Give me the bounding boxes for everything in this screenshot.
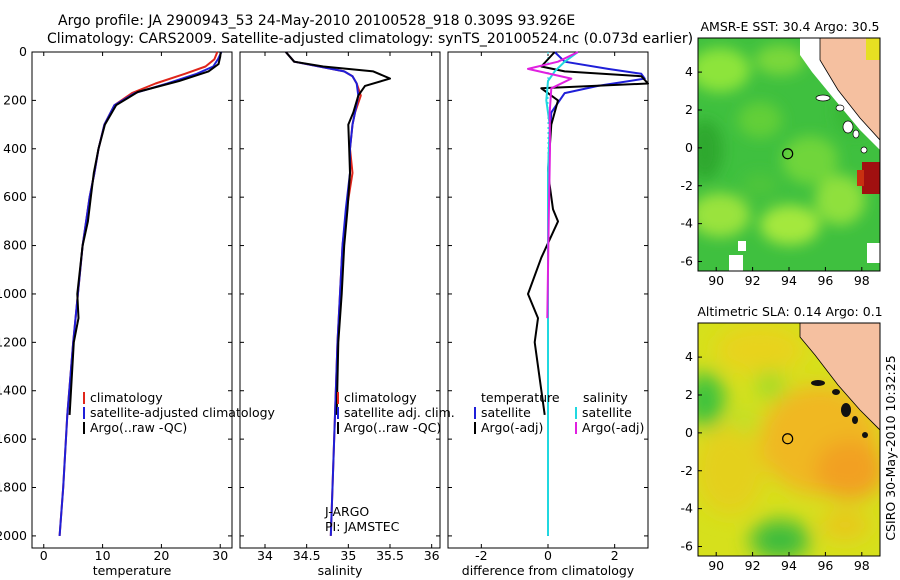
map-x-tick-label: 90 [708, 273, 724, 288]
salinity-profile-panel: 34 34.5 35 35.5 36 salinity [239, 51, 441, 578]
y-tick-label: 600 [3, 189, 27, 204]
map-x-tick-label: 92 [745, 273, 761, 288]
map-y-tick-label: -4 [681, 216, 694, 231]
sst-map-axes: 90 92 94 96 98 -6 -4 -2 0 2 4 [681, 64, 870, 288]
map-y-tick-label: -6 [681, 539, 694, 554]
legend-t-argo: Argo(-adj) [481, 420, 543, 435]
x-tick-label: 34 [257, 548, 273, 563]
map-y-tick-label: -6 [681, 254, 694, 269]
map-y-tick-label: 0 [685, 140, 693, 155]
map-y-tick-label: 2 [685, 102, 693, 117]
series-salinity-satellite [545, 51, 579, 536]
x-tick-label: 36 [424, 548, 440, 563]
map-x-tick-label: 90 [708, 558, 724, 573]
map-y-tick-label: -4 [681, 501, 694, 516]
series-salinity-argo-adj- [527, 51, 579, 319]
float-program-label: J-ARGO [324, 504, 369, 519]
sst-argo-position-marker [782, 148, 794, 160]
sst-map-title: AMSR-E SST: 30.4 Argo: 30.5 [700, 19, 879, 34]
temperature-profile-panel: 0 200 400 600 800 1000 1200 1400 1600 1800 2000 0 10… [0, 44, 233, 578]
figure-title-line1: Argo profile: JA 2900943_53 24-May-2010 … [58, 13, 575, 29]
x-tick-label: 0 [40, 548, 48, 563]
map-x-tick-label: 94 [781, 558, 797, 573]
x-tick-label: 35.5 [376, 548, 404, 563]
y-tick-label: 2000 [0, 528, 27, 543]
y-tick-label: 200 [3, 92, 27, 107]
y-tick-label: 1200 [0, 334, 27, 349]
series-argo-raw-qc- [68, 51, 222, 415]
map-y-tick-label: 4 [685, 349, 693, 364]
legend-temperature-title: temperature [481, 390, 560, 405]
y-tick-label: 400 [3, 141, 27, 156]
x-tick-label: 10 [95, 548, 111, 563]
x-tick-label: 34.5 [293, 548, 321, 563]
map-x-tick-label: 92 [745, 558, 761, 573]
side-timestamp-label: CSIRO 30-May-2010 10:32:25 [883, 355, 898, 540]
legend-climatology: climatology [90, 390, 163, 405]
x-tick-label: 20 [153, 548, 169, 563]
legend-satellite-adj: satellite adj. clim. [344, 405, 455, 420]
x-axis-label: difference from climatology [462, 563, 635, 578]
x-tick-label: 35 [340, 548, 356, 563]
map-y-tick-label: 2 [685, 387, 693, 402]
series-argo-raw-qc- [285, 51, 391, 415]
y-tick-label: 800 [3, 238, 27, 253]
map-x-tick-label: 98 [854, 558, 870, 573]
figure-title-line2: Climatology: CARS2009. Satellite-adjuste… [47, 31, 693, 47]
x-tick-label: 2 [611, 548, 619, 563]
map-x-tick-label: 96 [817, 273, 833, 288]
x-axis-label: temperature [93, 563, 172, 578]
sla-map-field [698, 323, 880, 556]
map-x-tick-label: 94 [781, 273, 797, 288]
legend-salinity-title: salinity [583, 390, 628, 405]
sla-map-axes: 90 92 94 96 98 -6 -4 -2 0 2 4 [681, 349, 870, 573]
plot-frame [31, 51, 233, 549]
sla-map-panel: Altimetric SLA: 0.14 Argo: 0.1 [681, 304, 883, 573]
map-x-tick-label: 98 [854, 273, 870, 288]
legend-satellite-adjusted: satellite-adjusted climatology [90, 405, 276, 420]
y-tick-label: 1600 [0, 431, 27, 446]
sst-map-panel: AMSR-E SST: 30.4 Argo: 30.5 [681, 19, 881, 288]
map-x-tick-label: 96 [817, 558, 833, 573]
map-y-tick-label: -2 [681, 178, 693, 193]
y-tick-label: 1800 [0, 480, 27, 495]
legend-s-satellite: satellite [582, 405, 632, 420]
legend-argo: Argo(..raw -QC) [90, 420, 187, 435]
x-axis-label: salinity [318, 563, 363, 578]
sst-map-field [698, 38, 880, 271]
map-y-tick-label: 4 [685, 64, 693, 79]
x-tick-label: -2 [475, 548, 487, 563]
sla-argo-position-marker [782, 433, 794, 445]
float-pi-label: PI: JAMSTEC [325, 519, 400, 534]
sla-map-title: Altimetric SLA: 0.14 Argo: 0.1 [697, 304, 882, 319]
legend-climatology: climatology [344, 390, 417, 405]
y-tick-label: 0 [19, 44, 27, 59]
difference-legend: temperature satellite Argo(-adj) salinit… [474, 390, 644, 435]
temperature-legend: climatology satellite-adjusted climatolo… [83, 390, 276, 435]
y-tick-label: 1000 [0, 286, 27, 301]
legend-argo: Argo(..raw -QC) [344, 420, 441, 435]
salinity-legend: climatology satellite adj. clim. Argo(..… [324, 390, 455, 534]
legend-s-argo: Argo(-adj) [582, 420, 644, 435]
x-tick-label: 30 [212, 548, 228, 563]
legend-t-satellite: satellite [481, 405, 531, 420]
x-tick-label: 0 [544, 548, 552, 563]
map-y-tick-label: -2 [681, 463, 693, 478]
map-y-tick-label: 0 [685, 425, 693, 440]
y-tick-label: 1400 [0, 383, 27, 398]
